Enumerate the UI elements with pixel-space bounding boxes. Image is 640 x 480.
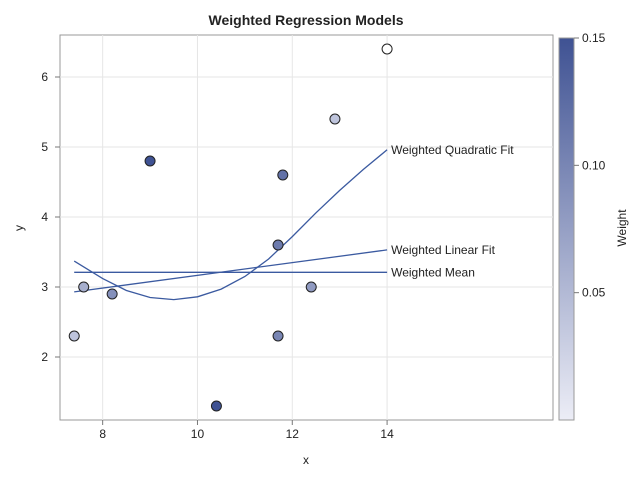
y-tick-label: 6 bbox=[41, 70, 48, 84]
data-point bbox=[277, 169, 289, 181]
y-axis-ticks: 2 3 4 5 6 bbox=[41, 70, 60, 364]
x-axis-ticks: 8 10 12 14 bbox=[99, 420, 394, 441]
data-point bbox=[272, 239, 284, 251]
colorbar-label: Weight bbox=[615, 209, 629, 247]
x-tick-label: 12 bbox=[286, 427, 300, 441]
y-tick-label: 3 bbox=[41, 280, 48, 294]
colorbar-tick-label: 0.10 bbox=[582, 158, 606, 172]
x-tick-label: 10 bbox=[191, 427, 205, 441]
colorbar-tick-label: 0.15 bbox=[582, 31, 606, 45]
fit-line-labels: Weighted Quadratic Fit Weighted Linear Fi… bbox=[391, 143, 514, 279]
data-point bbox=[381, 43, 393, 55]
x-tick-label: 8 bbox=[99, 427, 106, 441]
fit-line-label: Weighted Linear Fit bbox=[391, 243, 496, 257]
fit-lines bbox=[73, 149, 388, 301]
data-point bbox=[329, 113, 341, 125]
y-tick-label: 5 bbox=[41, 140, 48, 154]
x-tick-label: 14 bbox=[380, 427, 394, 441]
fit-line-label: Weighted Mean bbox=[391, 265, 475, 279]
data-point bbox=[78, 281, 90, 293]
colorbar-ticks: 0.05 0.10 0.15 bbox=[574, 31, 606, 300]
colorbar-tick-label: 0.05 bbox=[582, 286, 606, 300]
plot-area bbox=[59, 34, 554, 421]
fit-line-label: Weighted Quadratic Fit bbox=[391, 143, 514, 157]
data-point bbox=[68, 330, 80, 342]
x-axis-label: x bbox=[303, 453, 309, 467]
y-tick-label: 4 bbox=[41, 210, 48, 224]
data-point bbox=[144, 155, 156, 167]
data-point bbox=[305, 281, 317, 293]
fit-line bbox=[74, 249, 388, 293]
y-tick-label: 2 bbox=[41, 350, 48, 364]
data-point bbox=[272, 330, 284, 342]
data-point bbox=[106, 288, 118, 300]
chart-title: Weighted Regression Models bbox=[209, 12, 404, 28]
data-points bbox=[68, 43, 393, 412]
data-point bbox=[210, 400, 222, 412]
fit-line bbox=[73, 149, 388, 301]
y-axis-label: y bbox=[12, 225, 26, 231]
colorbar bbox=[558, 37, 575, 421]
